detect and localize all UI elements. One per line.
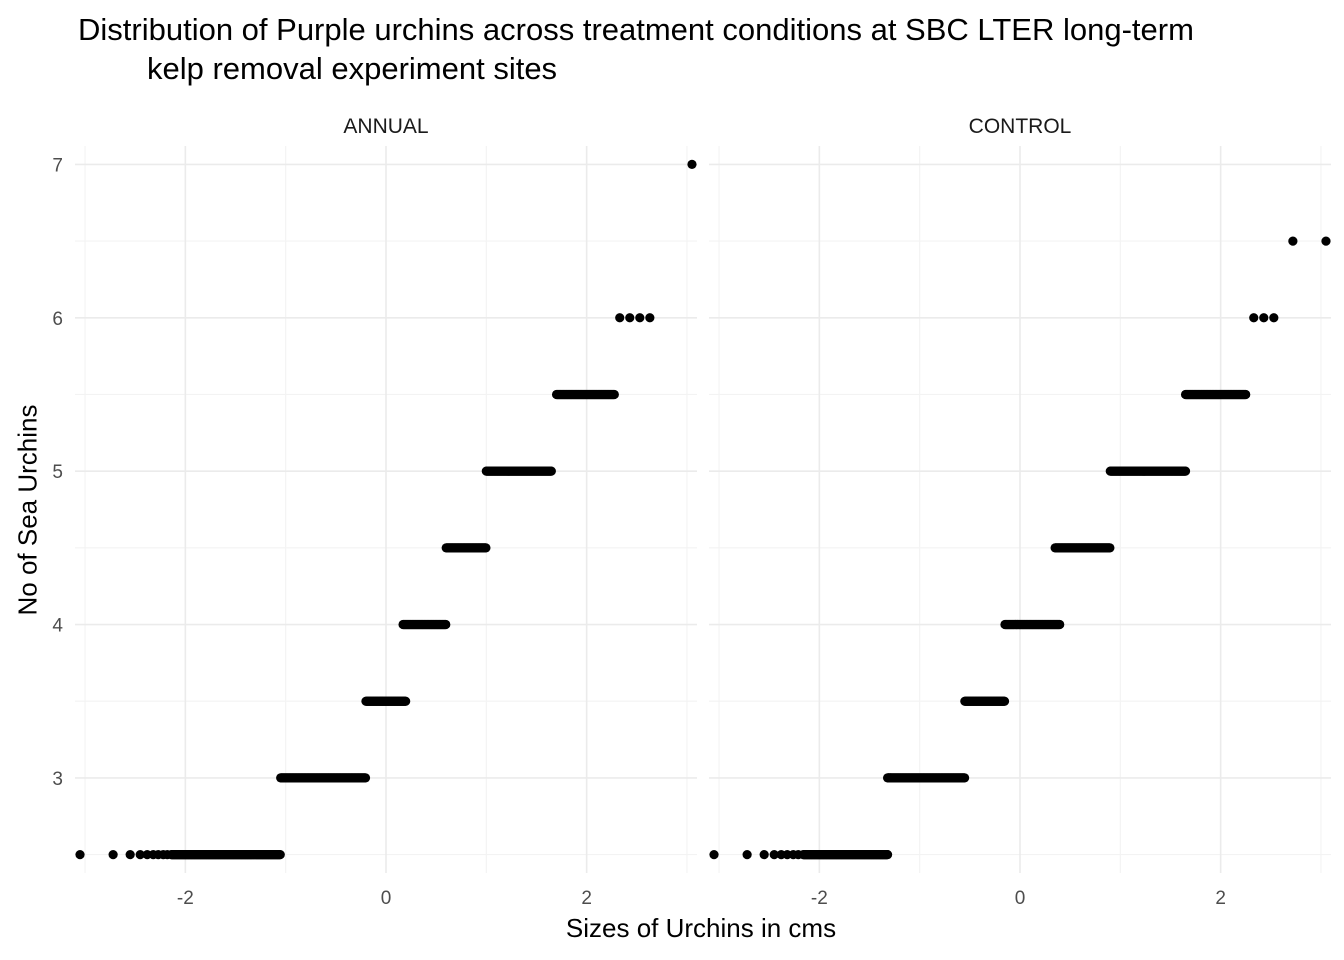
data-point bbox=[75, 849, 85, 860]
data-point bbox=[360, 773, 371, 783]
y-tick-label: 5 bbox=[52, 462, 63, 483]
data-point bbox=[1055, 619, 1065, 630]
chart-title-line-1: Distribution of Purple urchins across tr… bbox=[78, 12, 1194, 47]
data-point bbox=[609, 389, 619, 400]
data-point bbox=[1105, 543, 1115, 553]
data-point bbox=[742, 849, 752, 860]
data-point bbox=[999, 696, 1010, 706]
data-point bbox=[1180, 466, 1191, 476]
facet-strip-label: CONTROL bbox=[969, 115, 1072, 138]
y-tick-label: 7 bbox=[52, 155, 63, 176]
data-point bbox=[687, 159, 697, 170]
data-point bbox=[645, 313, 655, 323]
facet-strip-label: ANNUAL bbox=[343, 115, 428, 138]
data-point bbox=[401, 696, 411, 706]
y-tick-label: 6 bbox=[52, 309, 63, 330]
x-tick-label: 2 bbox=[1215, 888, 1226, 909]
x-tick-label: 0 bbox=[1015, 888, 1026, 909]
data-point bbox=[960, 773, 970, 783]
y-tick-label: 4 bbox=[52, 616, 63, 637]
data-point bbox=[125, 849, 135, 860]
data-point bbox=[1259, 313, 1269, 323]
data-point bbox=[709, 849, 719, 860]
data-point bbox=[108, 849, 118, 860]
data-point bbox=[759, 849, 769, 860]
x-tick-label: -2 bbox=[811, 888, 828, 909]
x-tick-label: 0 bbox=[381, 888, 392, 909]
panel-annual: ANNUAL -2 0 2 bbox=[75, 115, 697, 909]
panel-control: CONTROL -2 0 2 bbox=[709, 115, 1331, 909]
data-point bbox=[1321, 236, 1331, 246]
data-point bbox=[275, 849, 285, 860]
data-point bbox=[882, 849, 893, 860]
data-point bbox=[1288, 236, 1298, 246]
data-point bbox=[635, 313, 645, 323]
x-axis-label: Sizes of Urchins in cms bbox=[565, 913, 837, 943]
data-point bbox=[1241, 389, 1251, 400]
data-point bbox=[481, 543, 491, 553]
data-point bbox=[135, 849, 145, 860]
x-tick-label: -2 bbox=[177, 888, 194, 909]
x-tick-label: 2 bbox=[581, 888, 592, 909]
y-axis-label: No of Sea Urchins bbox=[12, 404, 43, 616]
data-point bbox=[546, 466, 556, 476]
data-point bbox=[441, 619, 451, 630]
data-point bbox=[615, 313, 625, 323]
y-tick-label: 3 bbox=[52, 769, 63, 790]
data-point bbox=[1249, 313, 1259, 323]
data-point bbox=[1269, 313, 1279, 323]
chart-title-line-2: kelp removal experiment sites bbox=[147, 51, 558, 86]
data-point bbox=[625, 313, 635, 323]
data-point bbox=[769, 849, 779, 860]
